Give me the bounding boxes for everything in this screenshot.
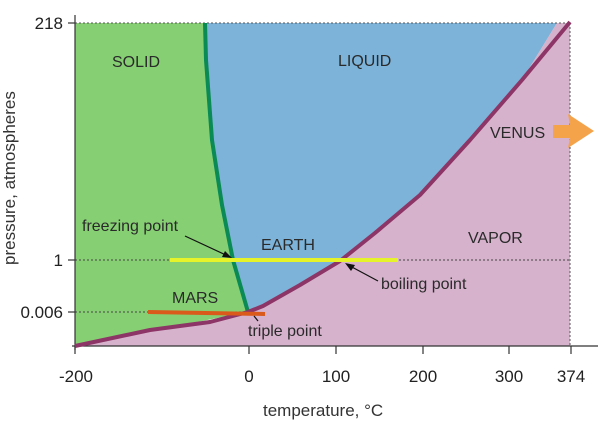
watermark: 头条 @四哥 [521, 400, 590, 415]
solid-region [75, 23, 248, 346]
melting-curve [203, 22, 250, 313]
venus-label: VENUS [490, 125, 545, 142]
x-tick-label-minus200: -200 [59, 367, 93, 386]
y-axis-title: pressure, atmospheres [0, 91, 19, 265]
mars-label: MARS [172, 290, 218, 307]
y-tick-label-1: 1 [54, 251, 63, 270]
boiling-point-arrowhead [345, 263, 355, 271]
venus-arrow [553, 114, 594, 148]
triple-point-label: triple point [248, 323, 322, 340]
vapor-pressure-curve [74, 20, 572, 348]
liquid-region [205, 23, 557, 312]
x-tick-label-374: 374 [557, 367, 585, 386]
solid-label: SOLID [112, 54, 160, 71]
freezing-point-pointer [184, 235, 229, 257]
vapor-label: VAPOR [468, 230, 523, 247]
liquid-label: LIQUID [338, 53, 391, 70]
x-tick-label-100: 100 [322, 367, 350, 386]
mars-line [147, 310, 266, 316]
x-axis-title: temperature, °C [263, 401, 383, 420]
earth-label: EARTH [261, 237, 315, 254]
freezing-point-arrowhead [222, 251, 232, 258]
x-tick-label-300: 300 [495, 367, 523, 386]
boiling-point-label: boiling point [381, 276, 467, 293]
boiling-point-pointer [349, 265, 379, 282]
y-tick-label-218: 218 [35, 14, 63, 33]
y-tick-label-0006: 0.006 [20, 303, 63, 322]
x-tick-label-200: 200 [409, 367, 437, 386]
x-tick-label-0: 0 [244, 367, 253, 386]
vapor-region [75, 23, 570, 346]
freezing-point-label: freezing point [82, 218, 179, 235]
triple-point-pointer [253, 315, 259, 322]
